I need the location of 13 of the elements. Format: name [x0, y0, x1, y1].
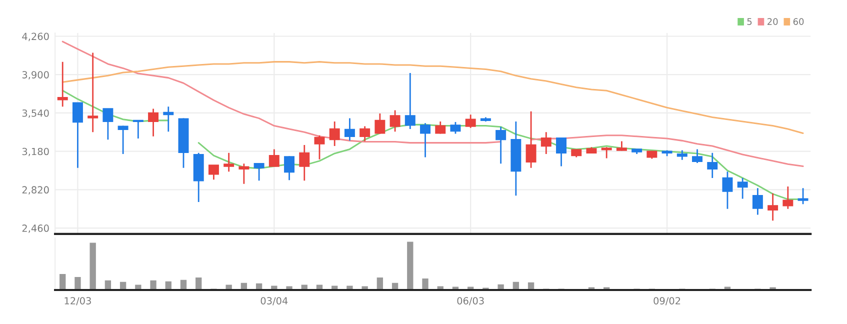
y-tick-label: 3,540	[22, 109, 49, 118]
legend-label: 20	[768, 18, 778, 25]
y-tick-label: 3,180	[22, 148, 49, 156]
x-tick-label: 03/04	[260, 297, 288, 306]
y-tick-label: 4,260	[22, 32, 49, 42]
x-tick-label: 09/02	[654, 297, 680, 306]
x-tick-label: 06/03	[457, 297, 484, 306]
y-tick-label: 2,820	[22, 186, 49, 195]
x-tick-label: 12/03	[64, 297, 91, 306]
y-tick-label: 3,900	[22, 71, 49, 80]
legend-label: 5	[747, 18, 752, 25]
y-tick-label: 2,460	[22, 224, 49, 233]
legend-label: 60	[793, 18, 804, 25]
